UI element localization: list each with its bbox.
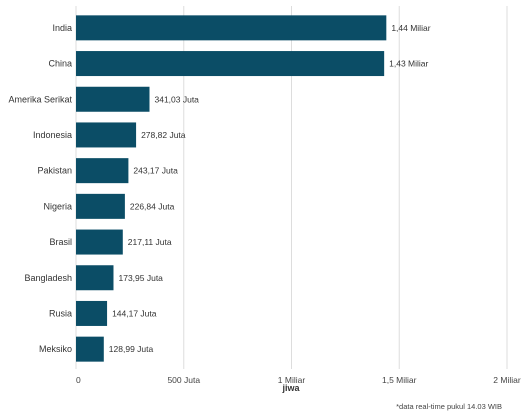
bar [76, 158, 129, 184]
x-axis-title: jiwa [281, 383, 300, 393]
category-label: India [52, 23, 72, 33]
value-label: 1,44 Miliar [391, 23, 430, 33]
bar [76, 15, 387, 41]
value-label: 128,99 Juta [109, 344, 154, 354]
value-label: 243,17 Juta [133, 166, 178, 176]
value-label: 341,03 Juta [154, 94, 199, 104]
value-label: 1,43 Miliar [389, 59, 428, 69]
value-label: 217,11 Juta [128, 237, 172, 247]
bar [76, 86, 150, 112]
bar [76, 193, 125, 219]
bars [76, 15, 387, 362]
x-tick-label: 1 Miliar [278, 375, 306, 385]
category-label: China [48, 59, 72, 69]
footnote: *data real-time pukul 14.03 WIB [396, 402, 502, 411]
category-label: Brasil [49, 237, 72, 247]
bar [76, 300, 108, 326]
value-label: 278,82 Juta [141, 130, 186, 140]
bar [76, 122, 137, 148]
bar [76, 265, 114, 291]
value-labels: 1,44 Miliar 1,43 Miliar 341,03 Juta 278,82 … [109, 23, 431, 354]
category-label: Amerika Serikat [8, 94, 72, 104]
x-tick-label: 1,5 Miliar [382, 375, 417, 385]
x-tick-label: 0 [76, 375, 81, 385]
category-labels: India China Amerika Serikat Indonesia Pakist… [8, 23, 72, 354]
category-label: Bangladesh [24, 273, 72, 283]
category-label: Nigeria [43, 201, 72, 211]
value-label: 173,95 Juta [118, 273, 163, 283]
x-tick-labels: 0 500 Juta 1 Miliar 1,5 Miliar 2 Miliar [76, 375, 521, 385]
x-tick-label: 2 Miliar [493, 375, 521, 385]
bar [76, 336, 104, 362]
category-label: Rusia [49, 308, 72, 318]
value-label: 144,17 Juta [112, 308, 157, 318]
category-label: Meksiko [39, 344, 72, 354]
category-label: Indonesia [33, 130, 72, 140]
category-label: Pakistan [37, 166, 72, 176]
bar [76, 229, 123, 255]
x-tick-label: 500 Juta [167, 375, 200, 385]
bar [76, 51, 385, 77]
value-label: 226,84 Juta [130, 201, 175, 211]
